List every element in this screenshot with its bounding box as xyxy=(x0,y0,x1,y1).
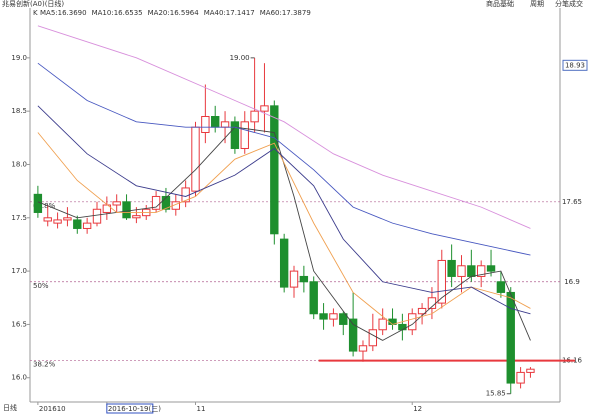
candle-body xyxy=(43,217,52,222)
candle-body xyxy=(289,270,299,288)
toolbar-button[interactable]: 商品基础 xyxy=(486,0,514,8)
candle-body xyxy=(506,291,515,384)
candle-body xyxy=(378,318,387,331)
toolbar-button[interactable]: 分笔成交 xyxy=(555,0,583,8)
candle-body xyxy=(368,329,378,347)
ma-line xyxy=(37,25,531,229)
candle-body xyxy=(53,219,62,224)
candle-body xyxy=(319,313,328,320)
y-tick-label: 19.0 xyxy=(11,54,27,62)
candle-body xyxy=(151,195,161,210)
candle-body xyxy=(476,265,486,277)
y-tick-label: 16.5 xyxy=(11,320,27,328)
y-tick-label: 17.0 xyxy=(11,267,27,275)
legend-entry: MA5:16.3690 xyxy=(40,9,87,17)
legend-entry: MA10:16.6535 xyxy=(92,9,143,17)
x-tick-label: 2016-10-19(三) xyxy=(108,405,161,413)
candle-body xyxy=(211,115,220,128)
candle-body xyxy=(486,265,496,272)
candle-body xyxy=(358,345,368,352)
candle-body xyxy=(82,222,92,229)
x-tick-label: 11 xyxy=(197,405,206,413)
candle-body xyxy=(250,110,259,123)
y-tick-label: 16.0 xyxy=(11,374,27,382)
ma-line xyxy=(37,105,531,315)
candle-body xyxy=(339,313,348,325)
candle-body xyxy=(348,318,358,352)
legend-entry: MA60:17.3879 xyxy=(260,9,311,17)
candle-body xyxy=(230,121,240,149)
candle-body xyxy=(270,105,279,235)
y-tick-label: 17.5 xyxy=(11,214,27,222)
legend-prefix: K xyxy=(33,9,38,17)
candle-body xyxy=(63,217,72,221)
ma-line xyxy=(37,132,531,325)
candle-body xyxy=(240,121,249,149)
legend-entry: MA20:16.5964 xyxy=(148,9,200,17)
x-axis-name: 日线 xyxy=(3,403,17,412)
candle-body xyxy=(92,208,102,224)
x-tick-label: 201610 xyxy=(39,405,66,413)
candle-body xyxy=(447,259,456,277)
candle-body xyxy=(201,115,210,133)
candle-body xyxy=(132,215,141,219)
y-tick-label: 18.5 xyxy=(11,107,27,115)
candle-body xyxy=(122,201,131,219)
cursor-date-box xyxy=(106,403,154,414)
toolbar-button[interactable]: 周期 xyxy=(530,0,544,8)
candle-body xyxy=(260,105,269,112)
ma-line xyxy=(37,62,531,256)
candle-body xyxy=(33,193,43,213)
candle-body xyxy=(73,219,82,229)
candle-body xyxy=(279,238,289,288)
candle-body xyxy=(112,201,121,206)
level-price: 16.9 xyxy=(564,278,580,286)
candle-body xyxy=(220,121,230,128)
candle-body xyxy=(457,265,466,277)
price-box xyxy=(562,59,588,71)
level-label: 50% xyxy=(33,282,49,290)
candle-body xyxy=(408,313,417,331)
candle-body xyxy=(417,307,427,315)
y-tick-label: 18.0 xyxy=(11,160,27,168)
candle-body xyxy=(526,368,535,373)
candle-body xyxy=(309,281,318,315)
level-label: 38.2% xyxy=(33,361,56,369)
candle-body xyxy=(191,126,200,192)
candle-body xyxy=(161,195,171,210)
candle-body xyxy=(299,275,309,283)
candle-body xyxy=(496,281,506,293)
legend-entry: MA40:17.1417 xyxy=(204,9,255,17)
x-tick-label: 12 xyxy=(413,405,422,413)
level-price: 17.65 xyxy=(562,198,582,206)
candle-body xyxy=(467,265,476,277)
annotation: 19.00 xyxy=(230,54,250,62)
candle-body xyxy=(398,323,407,331)
top-price: 18.93 xyxy=(565,61,585,69)
candle-body xyxy=(516,371,525,384)
candle-body xyxy=(329,313,338,320)
level-label: 61.8% xyxy=(33,202,56,210)
annotation: 15.85 xyxy=(486,390,506,398)
ma-line xyxy=(37,126,531,341)
candle-body xyxy=(437,259,446,304)
page-title: 兆易创新(A0)(日线) xyxy=(2,0,64,8)
